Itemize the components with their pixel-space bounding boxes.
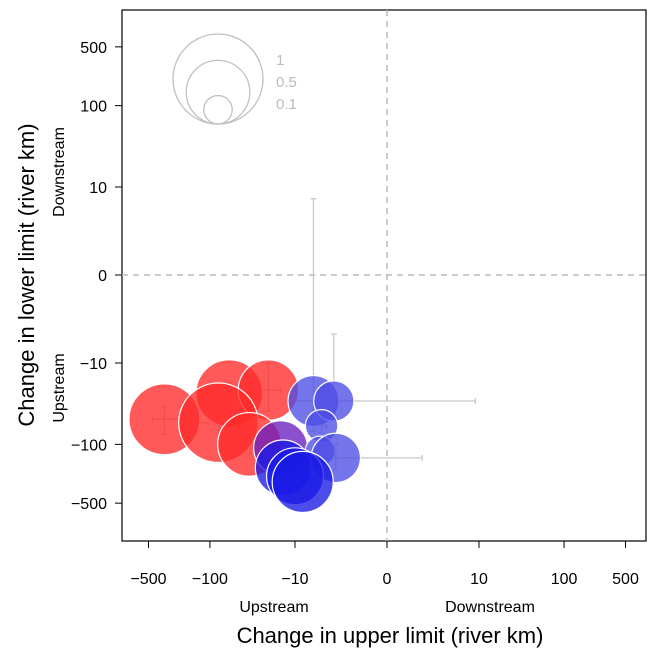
y-tick-label: −500 [71,496,107,513]
legend-size-circle [172,33,264,125]
y-upstream-label: Upstream [51,353,68,422]
y-tick-label: 100 [80,99,107,116]
x-tick-label: 100 [551,571,578,588]
legend-size-circle [203,94,233,125]
y-axis-title: Change in lower limit (river km) [14,123,39,426]
x-tick-label: 10 [470,571,488,588]
legend-label-1: 1 [276,52,284,69]
x-tick-label: −10 [281,571,308,588]
x-upstream-label: Upstream [239,599,308,616]
x-tick-label: 500 [612,571,639,588]
y-downstream-label: Downstream [51,127,68,217]
y-tick-label: −10 [80,356,107,373]
x-downstream-label: Downstream [445,599,535,616]
data-points [128,359,362,514]
x-tick-label: 0 [383,571,392,588]
y-tick-label: 0 [98,268,107,285]
y-tick-label: 10 [89,180,107,197]
x-axis-title: Change in upper limit (river km) [237,623,544,648]
data-point [271,450,334,514]
x-tick-label: −100 [192,571,228,588]
x-axis-ticks: −500 −100 −10 0 10 100 500 [130,541,639,588]
legend-label-0.5: 0.5 [276,74,297,91]
legend-label-0.1: 0.1 [276,96,297,113]
y-tick-label: 500 [80,40,107,57]
y-tick-label: −100 [71,437,107,454]
legend-size-circle [185,59,251,125]
x-tick-label: −500 [130,571,166,588]
size-legend: 1 0.5 0.1 [172,33,297,125]
